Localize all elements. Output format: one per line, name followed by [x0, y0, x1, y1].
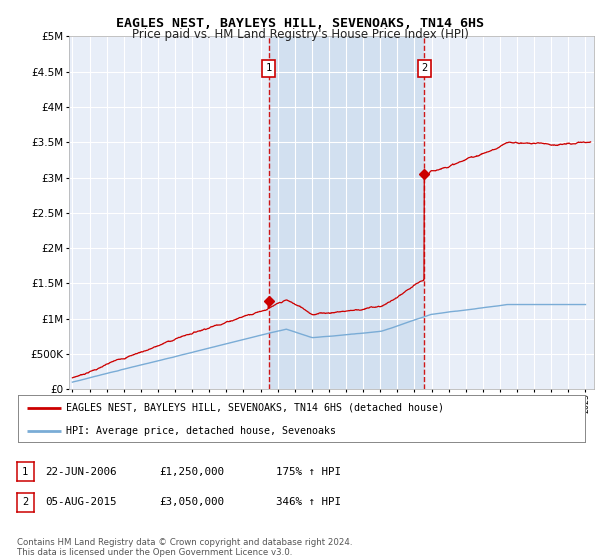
Text: 175% ↑ HPI: 175% ↑ HPI	[276, 466, 341, 477]
Text: Contains HM Land Registry data © Crown copyright and database right 2024.
This d: Contains HM Land Registry data © Crown c…	[17, 538, 352, 557]
Text: 22-JUN-2006: 22-JUN-2006	[45, 466, 116, 477]
Text: 05-AUG-2015: 05-AUG-2015	[45, 497, 116, 507]
Text: 346% ↑ HPI: 346% ↑ HPI	[276, 497, 341, 507]
Text: £3,050,000: £3,050,000	[159, 497, 224, 507]
Text: 1: 1	[22, 466, 28, 477]
Text: EAGLES NEST, BAYLEYS HILL, SEVENOAKS, TN14 6HS: EAGLES NEST, BAYLEYS HILL, SEVENOAKS, TN…	[116, 17, 484, 30]
Text: 2: 2	[22, 497, 28, 507]
Text: 2: 2	[421, 63, 427, 73]
Text: Price paid vs. HM Land Registry's House Price Index (HPI): Price paid vs. HM Land Registry's House …	[131, 28, 469, 41]
Text: HPI: Average price, detached house, Sevenoaks: HPI: Average price, detached house, Seve…	[66, 426, 336, 436]
Text: 1: 1	[265, 63, 272, 73]
Text: EAGLES NEST, BAYLEYS HILL, SEVENOAKS, TN14 6HS (detached house): EAGLES NEST, BAYLEYS HILL, SEVENOAKS, TN…	[66, 403, 444, 413]
Text: £1,250,000: £1,250,000	[159, 466, 224, 477]
Bar	[269, 36, 424, 389]
